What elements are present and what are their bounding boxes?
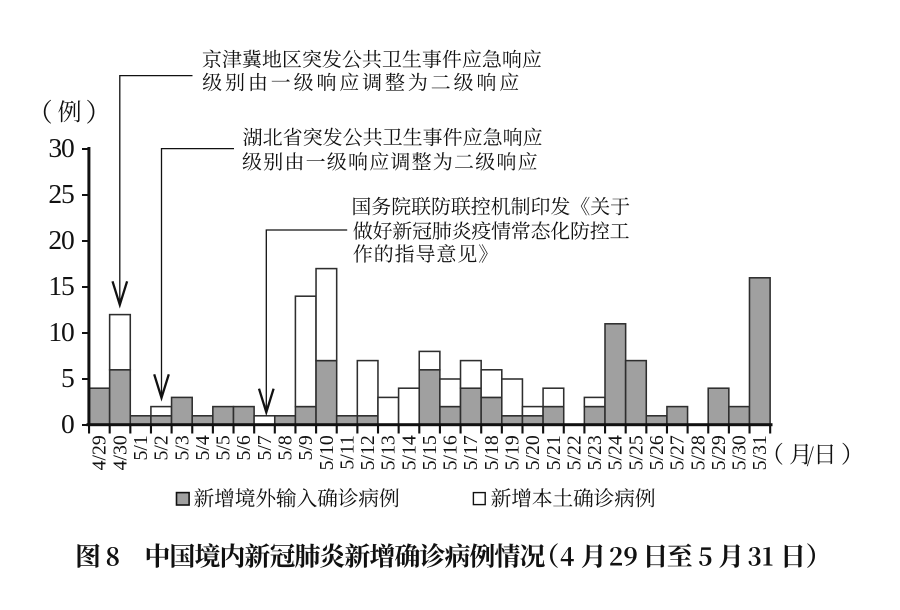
svg-text:5/29: 5/29 [708, 435, 730, 470]
svg-text:5/5: 5/5 [213, 435, 235, 460]
svg-text:5/3: 5/3 [171, 435, 193, 460]
svg-text:20: 20 [48, 224, 74, 255]
svg-text:5/22: 5/22 [563, 435, 585, 470]
svg-text:4/29: 4/29 [89, 435, 111, 470]
svg-text:5/7: 5/7 [254, 435, 276, 460]
svg-text:5/12: 5/12 [357, 435, 379, 470]
svg-text:5/18: 5/18 [481, 435, 503, 470]
svg-text:5/27: 5/27 [667, 435, 689, 470]
svg-text:5/8: 5/8 [274, 435, 296, 460]
svg-text:5/11: 5/11 [336, 435, 358, 469]
svg-text:5/20: 5/20 [522, 435, 544, 470]
svg-text:5/9: 5/9 [295, 435, 317, 460]
svg-text:5: 5 [61, 362, 74, 393]
svg-text:5/15: 5/15 [419, 435, 441, 470]
svg-text:25: 25 [48, 178, 74, 209]
svg-text:5/16: 5/16 [440, 435, 462, 470]
svg-text:10: 10 [48, 316, 74, 347]
svg-text:5/1: 5/1 [130, 435, 152, 460]
svg-text:5/2: 5/2 [151, 435, 173, 460]
svg-text:5/24: 5/24 [605, 435, 627, 470]
svg-text:5/31: 5/31 [749, 435, 771, 470]
svg-text:5/25: 5/25 [625, 435, 647, 470]
svg-text:5/21: 5/21 [543, 435, 565, 470]
svg-text:30: 30 [48, 132, 74, 163]
svg-text:5/10: 5/10 [316, 435, 338, 470]
svg-text:5/17: 5/17 [460, 435, 482, 470]
svg-text:5/19: 5/19 [502, 435, 524, 470]
svg-text:5/28: 5/28 [687, 435, 709, 470]
svg-text:4/30: 4/30 [109, 435, 131, 470]
svg-text:5/23: 5/23 [584, 435, 606, 470]
svg-text:5/13: 5/13 [378, 435, 400, 470]
svg-text:5/6: 5/6 [233, 435, 255, 460]
svg-text:5/14: 5/14 [398, 435, 420, 470]
svg-text:5/4: 5/4 [192, 435, 214, 460]
svg-text:5/26: 5/26 [646, 435, 668, 470]
svg-text:5/30: 5/30 [729, 435, 751, 470]
svg-text:15: 15 [48, 270, 74, 301]
svg-text:0: 0 [61, 408, 74, 439]
